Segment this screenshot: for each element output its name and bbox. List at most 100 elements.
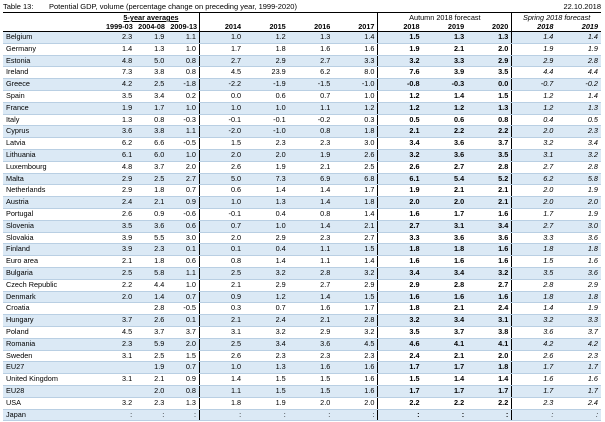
cell: 2.3 bbox=[288, 137, 334, 150]
cell: 3.6 bbox=[135, 220, 168, 233]
cell: 2.1 bbox=[422, 43, 468, 56]
cell: 3.7 bbox=[422, 326, 468, 339]
cell: 1.5 bbox=[377, 31, 423, 44]
cell: 3.0 bbox=[333, 137, 379, 150]
cell: 3.6 bbox=[511, 326, 557, 339]
table-row: Hungary 3.7 2.6 0.1 2.1 2.4 2.1 2.8 3.2 3.4 3.1 3.2… bbox=[3, 314, 601, 327]
cell: 2.9 bbox=[511, 55, 557, 68]
cell: 2.2 bbox=[422, 397, 468, 410]
cell: 3.2 bbox=[377, 314, 423, 327]
cell: 1.7 bbox=[422, 385, 468, 398]
cell: 2.8 bbox=[467, 161, 513, 174]
cell: 3.2 bbox=[377, 55, 423, 68]
cell: 2.0 bbox=[244, 149, 289, 162]
cell: 2.0 bbox=[199, 149, 245, 162]
cell: 2.6 bbox=[135, 314, 168, 327]
cell: 2.9 bbox=[244, 55, 289, 68]
cell: 2.8 bbox=[422, 279, 468, 292]
cell: -1.0 bbox=[244, 125, 289, 139]
cell: 1.2 bbox=[377, 90, 423, 103]
cell: 2.9 bbox=[244, 279, 289, 292]
page: Table 13: Potential GDP, volume (percent… bbox=[3, 2, 601, 422]
table-row: United Kingdom 3.1 2.1 0.9 1.4 1.5 1.5 1.6 1.5 1.… bbox=[3, 373, 601, 386]
table-row: Malta 2.9 2.5 2.7 5.0 7.3 6.9 6.8 6.1 5.4 5.2 6.2 5.… bbox=[3, 173, 601, 186]
cell: 2.2 bbox=[103, 279, 136, 292]
cell: 1.6 bbox=[422, 255, 468, 268]
table-row: Sweden 3.1 2.5 1.5 2.6 2.3 2.3 2.3 2.4 2.1 2.0 2.6 2… bbox=[3, 350, 601, 363]
cell: 2.3 bbox=[556, 350, 601, 363]
cell: 1.8 bbox=[467, 361, 513, 375]
cell: 2.0 bbox=[199, 232, 245, 245]
column-header: 2019 bbox=[556, 22, 601, 32]
cell: 2.3 bbox=[135, 397, 168, 410]
cell: 23.9 bbox=[244, 66, 289, 80]
cell: 3.7 bbox=[135, 326, 168, 339]
cell: 1.4 bbox=[103, 43, 136, 56]
table-row: Belgium 2.3 1.9 1.1 1.0 1.2 1.3 1.4 1.5 1.3 1.3 1.4… bbox=[3, 31, 601, 44]
cell: 1.4 bbox=[333, 31, 379, 44]
cell: 1.9 bbox=[244, 397, 289, 410]
cell: 6.1 bbox=[103, 149, 136, 162]
table-row: Austria 2.4 2.1 0.9 1.0 1.3 1.4 1.8 2.0 2.0 2.1 2.0… bbox=[3, 196, 601, 209]
cell: 1.6 bbox=[377, 255, 423, 268]
country-name: France bbox=[3, 102, 103, 115]
country-name: Cyprus bbox=[3, 125, 103, 139]
cell: 2.2 bbox=[467, 125, 513, 139]
group-header: Autumn 2018 forecast bbox=[377, 13, 513, 22]
cell: 1.6 bbox=[288, 43, 334, 56]
cell: 2.7 bbox=[288, 55, 334, 68]
cell: 6.1 bbox=[377, 173, 423, 186]
cell: 2.0 bbox=[511, 125, 557, 139]
cell: 2.1 bbox=[199, 279, 245, 292]
cell: 1.5 bbox=[288, 373, 334, 386]
cell: 0.7 bbox=[199, 220, 245, 233]
cell: 1.0 bbox=[167, 149, 201, 162]
cell: 1.9 bbox=[556, 302, 601, 316]
table-row: Finland 3.9 2.3 0.1 0.1 0.4 1.1 1.5 1.8 1.8 1.6 1.8… bbox=[3, 243, 601, 257]
country-name: Japan bbox=[3, 409, 103, 422]
cell: : bbox=[103, 409, 136, 422]
cell: 5.0 bbox=[199, 173, 245, 186]
cell: 4.2 bbox=[103, 78, 136, 91]
cell: 3.5 bbox=[467, 149, 513, 162]
cell: 1.4 bbox=[511, 31, 557, 44]
country-name: Finland bbox=[3, 243, 103, 257]
cell: -0.7 bbox=[511, 78, 557, 91]
cell: -0.3 bbox=[422, 78, 468, 91]
cell: 1.0 bbox=[199, 196, 245, 209]
cell: 2.0 bbox=[511, 184, 557, 198]
cell: 2.9 bbox=[244, 232, 289, 245]
cell: -0.1 bbox=[244, 114, 289, 127]
cell: 3.2 bbox=[511, 314, 557, 327]
cell: 0.0 bbox=[199, 90, 245, 103]
cell: 2.1 bbox=[288, 314, 334, 327]
cell: 1.1 bbox=[167, 31, 201, 44]
cell: 3.3 bbox=[422, 55, 468, 68]
column-header-row: 1999-03 2004-08 2009-13 2014 2015 2016 2017 201… bbox=[3, 22, 601, 32]
cell: 2.4 bbox=[103, 196, 136, 209]
cell: 1.3 bbox=[422, 31, 468, 44]
cell: 1.4 bbox=[467, 373, 513, 386]
column-header: 2019 bbox=[422, 22, 468, 32]
cell: 0.4 bbox=[511, 114, 557, 127]
cell: 2.1 bbox=[467, 184, 513, 198]
cell: 0.9 bbox=[167, 373, 201, 386]
cell: 2.3 bbox=[333, 350, 379, 363]
cell: 1.4 bbox=[244, 184, 289, 198]
cell: 1.4 bbox=[511, 302, 557, 316]
cell: 1.7 bbox=[556, 385, 601, 398]
cell: 1.7 bbox=[333, 302, 379, 316]
cell: 2.2 bbox=[422, 125, 468, 139]
cell: 3.8 bbox=[467, 326, 513, 339]
cell: 3.7 bbox=[135, 161, 168, 174]
country-name: Slovenia bbox=[3, 220, 103, 233]
cell: -0.5 bbox=[167, 302, 201, 316]
cell bbox=[103, 385, 136, 398]
column-header: 2018 bbox=[377, 22, 423, 32]
cell: -0.3 bbox=[167, 114, 201, 127]
cell: 4.2 bbox=[511, 338, 557, 351]
table-row: Japan:::::::::::: bbox=[3, 409, 601, 422]
cell: 1.4 bbox=[199, 373, 245, 386]
cell: 1.4 bbox=[135, 291, 168, 304]
date: 22.10.2018 bbox=[563, 2, 601, 11]
